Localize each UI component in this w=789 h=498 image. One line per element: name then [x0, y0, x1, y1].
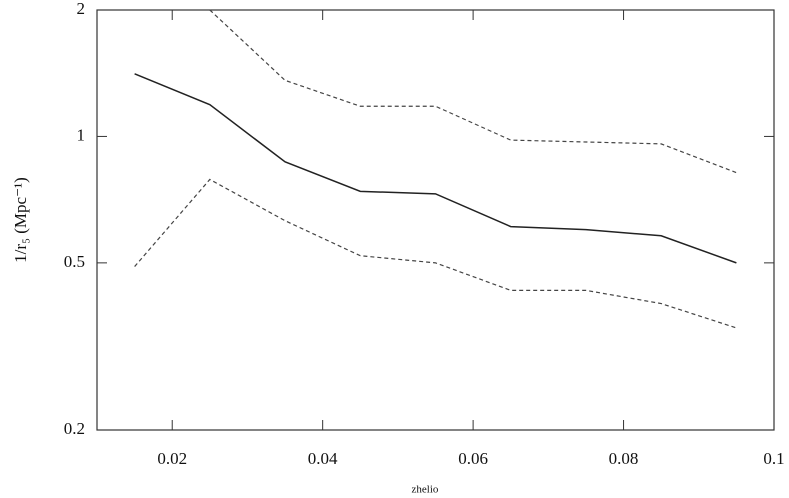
y-tick-label: 0.2 [64, 419, 85, 438]
y-tick-label: 2 [77, 0, 86, 18]
plot-frame [96, 9, 775, 431]
series-line [134, 73, 737, 264]
series-line [134, 178, 737, 329]
x-axis-label: zhelio [412, 484, 439, 496]
y-tick-label: 1 [77, 125, 86, 144]
y-axis-label: 1/r₅ (Mpc⁻¹) [11, 177, 30, 263]
series-line [209, 9, 737, 174]
x-tick-label: 0.02 [157, 449, 187, 468]
x-tick-label: 0.06 [458, 449, 488, 468]
x-tick-label: 0.1 [763, 449, 784, 468]
x-tick-label: 0.08 [609, 449, 639, 468]
x-tick-label: 0.04 [308, 449, 338, 468]
y-tick-label: 0.5 [64, 252, 85, 271]
